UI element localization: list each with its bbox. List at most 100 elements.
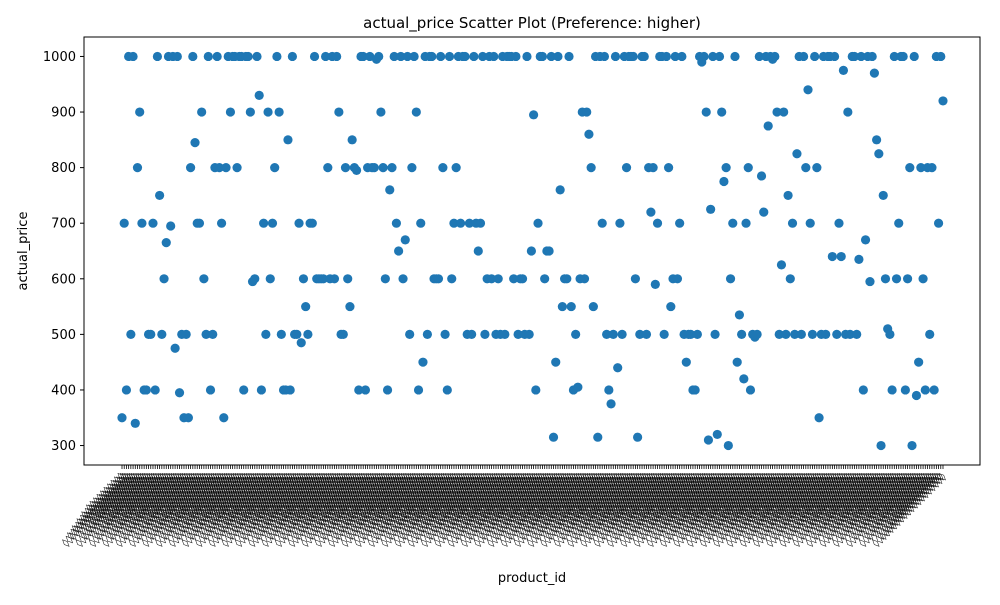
- data-point: [296, 338, 306, 348]
- data-point: [517, 274, 528, 284]
- data-point: [239, 385, 249, 395]
- data-point: [243, 51, 253, 62]
- data-point: [455, 218, 466, 228]
- data-point: [126, 329, 136, 339]
- data-point: [351, 165, 362, 176]
- data-point: [646, 207, 656, 217]
- data-point: [529, 110, 539, 120]
- data-point: [121, 385, 132, 395]
- data-point: [832, 329, 842, 339]
- data-point: [936, 51, 946, 62]
- data-point: [885, 329, 895, 339]
- data-point: [836, 251, 846, 262]
- data-point: [872, 135, 882, 145]
- data-point: [648, 163, 658, 173]
- data-point: [320, 51, 331, 62]
- data-point: [398, 274, 408, 284]
- data-point: [469, 51, 479, 62]
- data-point: [285, 385, 295, 395]
- y-tick-label: 700: [51, 217, 76, 232]
- data-point: [225, 107, 236, 117]
- data-point: [796, 329, 806, 339]
- data-point: [925, 329, 935, 339]
- data-point: [447, 274, 457, 284]
- data-point: [418, 357, 428, 367]
- y-tick-label: 1000: [43, 50, 76, 65]
- data-point: [858, 385, 868, 395]
- data-point: [911, 390, 922, 401]
- data-point: [464, 218, 475, 228]
- data-point: [852, 329, 862, 339]
- plot-area-frame: [83, 36, 981, 466]
- data-point: [161, 238, 171, 248]
- data-point: [564, 51, 574, 62]
- data-point: [340, 163, 351, 173]
- data-point: [699, 51, 709, 62]
- data-point: [845, 329, 855, 339]
- data-point: [734, 310, 745, 320]
- y-tick-label: 900: [51, 106, 76, 121]
- data-point: [770, 51, 780, 62]
- data-point: [205, 385, 216, 395]
- data-point: [790, 329, 800, 339]
- data-point: [641, 329, 652, 339]
- data-point: [152, 51, 163, 62]
- data-point: [416, 218, 426, 228]
- data-point: [692, 329, 702, 339]
- data-point: [265, 274, 275, 284]
- data-point: [566, 301, 576, 312]
- data-point: [652, 218, 663, 228]
- data-point: [586, 163, 596, 173]
- data-point: [378, 163, 388, 173]
- data-point: [602, 329, 612, 339]
- data-point: [135, 107, 145, 117]
- data-point: [323, 163, 333, 173]
- data-point: [201, 329, 211, 339]
- data-point: [599, 51, 610, 62]
- data-point: [869, 68, 879, 78]
- data-point: [843, 107, 853, 117]
- data-point: [810, 51, 820, 62]
- data-point: [608, 329, 618, 339]
- data-point: [467, 329, 477, 339]
- data-point: [661, 51, 671, 62]
- data-point: [232, 163, 242, 173]
- data-point: [216, 218, 227, 228]
- y-axis: 300 400 500 600 700 800 900 1000: [43, 50, 84, 454]
- data-point: [475, 218, 486, 228]
- data-point: [380, 274, 390, 284]
- data-point: [369, 163, 379, 173]
- data-point: [710, 329, 720, 339]
- data-point: [376, 107, 386, 117]
- data-point: [916, 163, 926, 173]
- data-point: [856, 51, 866, 62]
- data-point: [807, 329, 818, 339]
- data-point: [878, 190, 888, 201]
- data-point: [938, 96, 948, 106]
- data-point: [309, 51, 320, 62]
- data-point: [270, 163, 280, 173]
- data-point: [411, 107, 421, 117]
- data-point: [588, 301, 598, 312]
- data-point: [402, 51, 413, 62]
- data-point: [717, 107, 727, 117]
- data-point: [334, 107, 344, 117]
- data-point: [621, 163, 632, 173]
- data-point: [663, 163, 674, 173]
- data-point: [546, 51, 556, 62]
- y-tick-label: 400: [51, 383, 76, 398]
- data-point: [382, 385, 393, 395]
- data-point: [728, 218, 738, 228]
- data-point: [405, 329, 415, 339]
- data-point: [409, 51, 419, 62]
- data-point: [812, 163, 822, 173]
- data-point: [199, 274, 209, 284]
- data-point: [743, 163, 753, 173]
- data-point: [263, 107, 273, 117]
- data-point: [438, 163, 448, 173]
- data-point: [876, 440, 886, 451]
- data-point: [805, 218, 815, 228]
- data-point: [307, 218, 317, 228]
- data-point: [274, 107, 284, 117]
- data-point: [703, 435, 714, 445]
